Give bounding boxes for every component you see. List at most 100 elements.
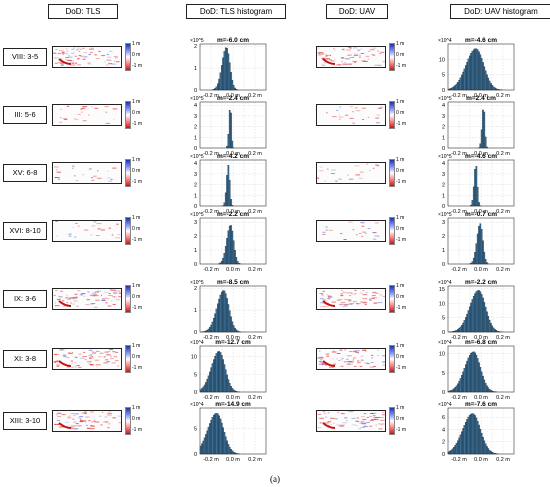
histogram-bar [457,329,459,333]
colorbar-tick-label: -1 m [132,305,142,311]
histogram-bar [466,313,468,333]
x-tick-label: 0.2 m [496,267,510,273]
column-header-dod-tls-histogram: DoD: TLS histogram [186,4,286,19]
histogram-bar [207,426,210,455]
histogram-bar [468,415,471,455]
plot-frame [447,285,515,333]
colorbar-tick-label: 1 m [132,283,141,289]
histogram-bar [454,445,457,455]
histogram-bar [476,421,479,455]
histogram-panel: 0 5 10 15 -0.2 m 0.0 m 0.2 m ×10^4 m=-2.2 cm [438,279,515,341]
column-header-dod-tls: DoD: TLS [48,4,118,19]
y-tick-label: 3 [442,172,445,178]
histogram-bar [224,293,227,333]
colorbar-tick-label: 1 m [396,343,405,349]
dod-map-uav [316,46,386,68]
histogram-title: m=-4.2 cm [217,153,249,160]
histogram-bar [211,417,214,455]
histogram-bar [474,293,476,333]
histogram-bar [461,431,463,455]
histogram-bar [458,328,461,333]
histogram-bar [474,169,476,207]
x-tick-label: 0.2 m [248,93,262,99]
histogram-bar [463,320,466,333]
plot-frame [199,43,267,91]
histogram-bar [215,412,218,455]
colorbar [125,407,131,435]
histogram-panel: 0 2 4 6 -0.2 m 0.0 m 0.2 m ×10^4 m=-7.6 cm [438,401,515,463]
y-tick-label: 2 [194,234,197,240]
plot-frame [199,159,267,207]
y-tick-label: 6 [442,415,445,421]
colorbar-tick-label: 1 m [396,405,405,411]
y-tick-label: 0 [194,146,197,152]
x-tick-label: 0.2 m [248,335,262,341]
histogram-bar [210,324,213,333]
histogram-bar [487,448,490,455]
histogram-bar [222,427,224,455]
y-tick-label: 1 [194,193,197,199]
histogram-bar [228,110,231,149]
y-tick-label: 0 [194,330,197,336]
x-tick-label: -0.2 m [451,93,467,99]
y-tick-label: 1 [442,193,445,199]
colorbar [125,285,131,313]
colorbar-tick-label: 1 m [132,343,141,349]
histogram-bar [490,83,492,91]
x-tick-label: 0.0 m [226,395,240,401]
y-tick-label: 15 [439,287,445,293]
row-label: XIII: 3-10 [3,412,47,430]
histogram-panel: 0 1 2 -0.2 m 0.0 m 0.2 m ×10^5 m=-6.0 cm [190,37,267,99]
histogram-title: m=-7.6 cm [465,401,497,408]
axis-exponent: ×10^4 [190,402,204,408]
plot-frame [447,43,515,91]
colorbar [389,217,395,245]
axis-exponent: ×10^4 [438,340,452,346]
dod-map-image [317,349,385,368]
histogram-bar [480,229,483,265]
colorbar-tick-label: 0 m [396,110,405,116]
histogram-bar [470,53,472,91]
x-tick-label: 0.2 m [248,151,262,157]
histogram-bar [228,446,231,455]
colorbar-tick-label: 0 m [132,416,141,422]
dod-map-image [317,163,380,182]
histogram-title: m=-2.2 cm [217,211,249,218]
histogram-bar [470,353,472,393]
dod-map-image [326,106,384,124]
colorbar-tick-label: 1 m [132,215,141,221]
histogram-title: m=-6.0 cm [217,37,249,44]
colorbar-tick-label: 1 m [132,157,141,163]
colorbar-tick-label: 0 m [132,110,141,116]
histogram-bar [462,428,464,455]
histogram-bar [458,437,461,455]
colorbar [125,159,131,187]
histogram-bar [467,357,470,393]
histogram-bar [219,294,222,333]
colorbar-tick-label: 0 m [132,294,141,300]
x-tick-label: 0.0 m [226,93,240,99]
y-tick-label: 3 [194,220,197,226]
histogram-bar [487,77,490,91]
histogram-bar [457,81,459,91]
histogram-bar [479,143,482,149]
histogram-bar [211,321,214,333]
y-tick-label: 10 [439,57,445,63]
histogram-bar [471,200,474,207]
y-tick-label: 2 [442,234,445,240]
histogram-bar [466,419,468,455]
x-tick-label: 0.2 m [248,395,262,401]
histogram-bar [482,297,484,333]
histogram-bar [488,389,491,393]
histogram-bar [234,87,236,91]
y-tick-label: 0 [442,88,445,94]
histogram-bar [490,323,492,333]
colorbar-tick-label: 0 m [396,354,405,360]
colorbar-tick-label: 0 m [132,168,141,174]
histogram-bar [482,109,484,149]
histogram-bar [220,422,223,455]
dod-map-tls [52,46,122,68]
histogram-bar [471,50,474,91]
histogram-bar [459,77,462,91]
x-tick-label: 0.2 m [248,267,262,273]
